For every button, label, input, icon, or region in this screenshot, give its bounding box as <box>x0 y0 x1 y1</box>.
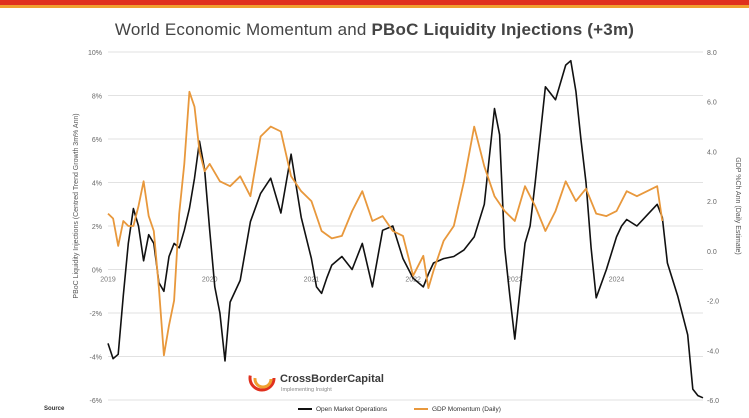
watermark-brand: CrossBorderCapital <box>280 373 384 385</box>
chart-title-prefix: World Economic Momentum and <box>114 20 372 39</box>
left-tick-label: 0% <box>92 268 102 275</box>
left-tick-label: 8% <box>92 94 102 101</box>
x-tick-label: 2020 <box>202 277 218 284</box>
series-line-open-market-operations <box>107 59 704 399</box>
x-tick-label: 2021 <box>304 277 320 284</box>
right-tick-label: -2.0 <box>707 299 719 306</box>
series-line-gdp-momentum <box>107 90 664 357</box>
left-tick-label: -2% <box>90 311 102 318</box>
source-label: Source <box>44 406 65 412</box>
top-bar-red <box>0 0 749 5</box>
left-tick-label: 10% <box>88 50 102 57</box>
logo-ring-red-icon <box>248 364 276 392</box>
x-tick-label: 2019 <box>100 277 116 284</box>
left-axis-title: PBoC Liquidity Injections (Centred Trend… <box>73 113 80 298</box>
right-tick-label: -4.0 <box>707 348 719 355</box>
chart-title-bold: PBoC Liquidity Injections (+3m) <box>371 20 635 39</box>
left-tick-label: 6% <box>92 137 102 144</box>
chart-title: World Economic Momentum and PBoC Liquidi… <box>0 20 749 40</box>
right-tick-label: 2.0 <box>707 199 717 206</box>
left-tick-label: -4% <box>90 355 102 362</box>
right-tick-label: -6.0 <box>707 398 719 405</box>
right-axis-title: GDP %Ch Ann (Daily Estimate) <box>734 157 741 255</box>
left-tick-label: 2% <box>92 224 102 231</box>
x-tick-label: 2023 <box>507 277 523 284</box>
x-tick-label: 2024 <box>609 277 625 284</box>
right-tick-label: 8.0 <box>707 50 717 57</box>
right-tick-label: 6.0 <box>707 100 717 107</box>
top-bar <box>0 0 749 8</box>
left-tick-label: -6% <box>90 398 102 405</box>
legend-label-gdp-momentum: GDP Momentum (Daily) <box>432 406 501 413</box>
left-tick-label: 4% <box>92 181 102 188</box>
top-bar-orange <box>0 5 749 8</box>
logo-ring-orange-icon <box>253 369 273 389</box>
right-tick-label: 4.0 <box>707 149 717 156</box>
x-tick-label: 2022 <box>405 277 421 284</box>
watermark-tagline: Implementing Insight <box>281 387 332 393</box>
right-tick-label: 0.0 <box>707 249 717 256</box>
legend-label-open-market-operations: Open Market Operations <box>316 406 388 413</box>
